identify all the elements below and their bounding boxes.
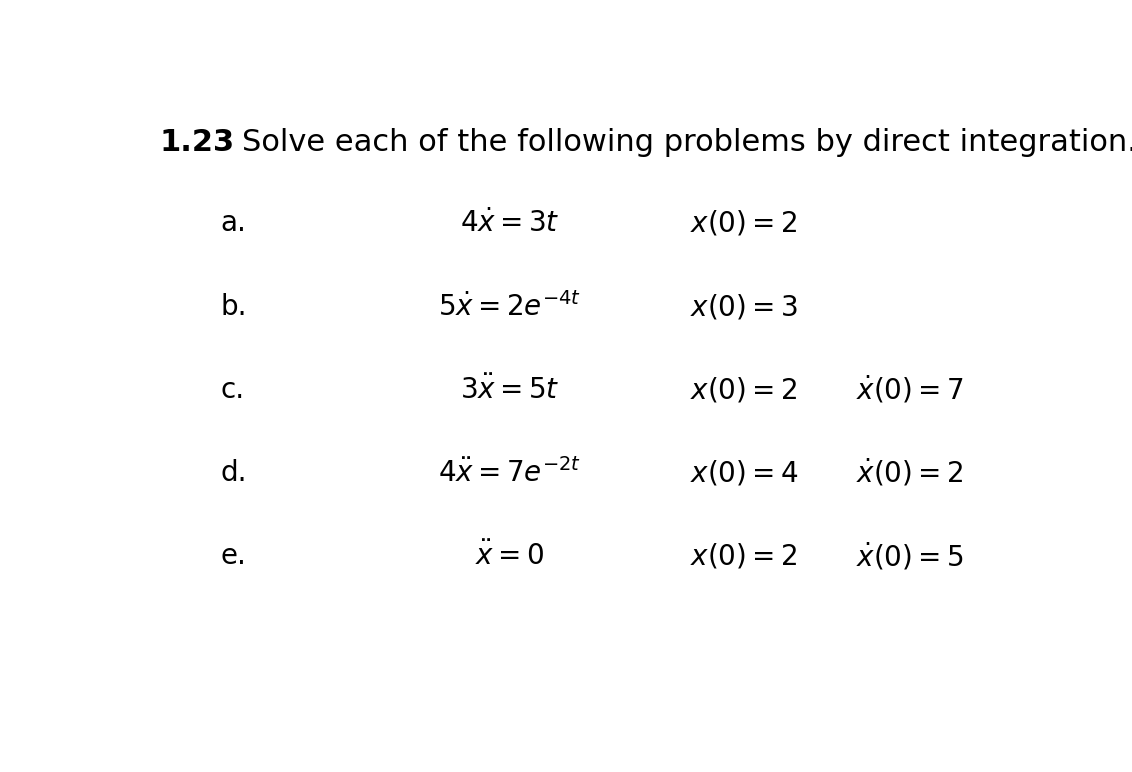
Text: $\dot{x}(0) = 7$: $\dot{x}(0) = 7$ — [857, 374, 964, 405]
Text: $x(0) = 2$: $x(0) = 2$ — [689, 209, 797, 238]
Text: $4\ddot{x} = 7e^{-2t}$: $4\ddot{x} = 7e^{-2t}$ — [438, 458, 582, 488]
Text: 1.23: 1.23 — [158, 128, 234, 157]
Text: d.: d. — [221, 459, 247, 487]
Text: $4\dot{x} = 3t$: $4\dot{x} = 3t$ — [461, 209, 559, 238]
Text: e.: e. — [221, 542, 247, 571]
Text: $x(0) = 3$: $x(0) = 3$ — [689, 292, 798, 321]
Text: b.: b. — [221, 293, 247, 320]
Text: $3\ddot{x} = 5t$: $3\ddot{x} = 5t$ — [461, 375, 559, 405]
Text: $\dot{x}(0) = 5$: $\dot{x}(0) = 5$ — [857, 540, 964, 572]
Text: c.: c. — [221, 376, 245, 404]
Text: $x(0) = 2$: $x(0) = 2$ — [689, 542, 797, 571]
Text: $x(0) = 2$: $x(0) = 2$ — [689, 375, 797, 405]
Text: $\dot{x}(0) = 2$: $\dot{x}(0) = 2$ — [857, 457, 963, 489]
Text: $5\dot{x} = 2e^{-4t}$: $5\dot{x} = 2e^{-4t}$ — [438, 292, 582, 322]
Text: a.: a. — [221, 209, 247, 238]
Text: Solve each of the following problems by direct integration.: Solve each of the following problems by … — [242, 128, 1132, 157]
Text: $x(0) = 4$: $x(0) = 4$ — [689, 459, 798, 488]
Text: $\ddot{x} = 0$: $\ddot{x} = 0$ — [475, 542, 544, 571]
